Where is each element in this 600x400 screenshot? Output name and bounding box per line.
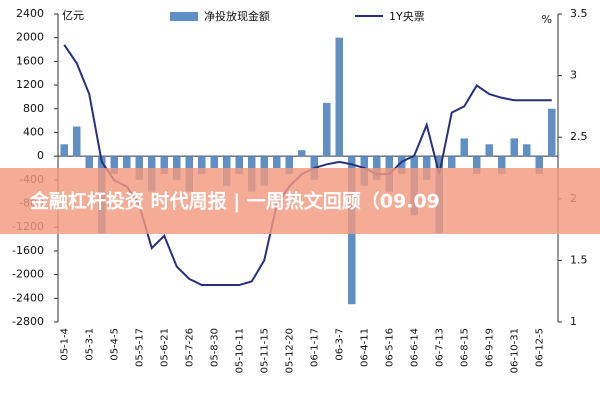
y2-tick-label: 3.5	[570, 7, 588, 20]
bar	[198, 156, 206, 174]
x-tick-label: 06-1-17	[309, 328, 320, 367]
x-tick-label: 06-10-31	[509, 328, 520, 373]
x-tick-label: 06-8-15	[459, 328, 470, 367]
bar	[210, 156, 218, 168]
x-tick-label: 06-7-13	[434, 328, 445, 367]
bar	[398, 156, 406, 174]
x-tick-label: 05-8-30	[209, 328, 220, 367]
bar	[273, 156, 281, 168]
x-tick-label: 05-1-4	[59, 328, 70, 361]
y-tick-label: 800	[23, 102, 44, 115]
bar	[460, 138, 468, 157]
banner-text: 金融杠杆投资 时代周报 | 一周热文回顾（09.09	[29, 190, 440, 213]
x-tick-label: 06-12-5	[534, 328, 545, 367]
bar	[485, 144, 493, 157]
bar	[335, 37, 343, 157]
y-tick-label: 400	[23, 125, 44, 138]
x-tick-label: 05-6-21	[159, 328, 170, 367]
y2-tick-label: 1.5	[570, 253, 588, 266]
bar	[160, 156, 168, 174]
legend-swatch	[170, 12, 198, 21]
bar	[298, 150, 306, 157]
x-tick-label: 06-4-11	[359, 328, 370, 367]
y-tick-label: 0	[37, 149, 44, 162]
y-tick-label: -2400	[12, 291, 44, 304]
right-unit: %	[542, 13, 552, 26]
x-tick-label: 05-10-11	[234, 328, 245, 373]
y-tick-label: 1200	[16, 78, 44, 91]
bar	[285, 156, 293, 174]
x-tick-label: 05-4-5	[109, 328, 120, 361]
bar	[523, 144, 531, 157]
bar	[498, 156, 506, 174]
x-tick-label: 06-5-16	[384, 328, 395, 367]
bar	[535, 156, 543, 174]
y-tick-label: 2000	[16, 31, 44, 44]
y-tick-label: 2400	[16, 7, 44, 20]
y2-tick-label: 2.5	[570, 130, 588, 143]
bar	[123, 156, 131, 168]
bar	[235, 156, 243, 174]
bar	[323, 102, 331, 157]
y2-tick-label: 1	[570, 315, 577, 328]
x-tick-label: 05-7-26	[184, 328, 195, 367]
x-tick-label: 05-12-20	[284, 328, 295, 373]
bar	[73, 126, 81, 157]
y2-tick-label: 3	[570, 69, 577, 82]
bar	[510, 138, 518, 157]
x-tick-label: 06-9-19	[484, 328, 495, 367]
x-tick-label: 06-3-7	[334, 328, 345, 361]
legend-label: 1Y央票	[389, 10, 425, 23]
legend-label: 净投放现金额	[204, 9, 270, 23]
left-unit: 亿元	[62, 9, 84, 22]
x-tick-label: 06-6-14	[409, 328, 420, 367]
x-tick-label: 05-5-17	[134, 328, 145, 367]
bar	[473, 156, 481, 174]
bar	[85, 156, 93, 168]
bar	[110, 156, 118, 174]
y-tick-label: -1600	[12, 244, 44, 257]
bar	[548, 108, 556, 157]
bar	[448, 156, 456, 168]
banner-bg	[0, 168, 600, 234]
x-tick-label: 05-3-1	[84, 328, 95, 361]
x-tick-label: 05-11-15	[259, 328, 270, 373]
y-tick-label: 1600	[16, 54, 44, 67]
y-tick-label: -2000	[12, 268, 44, 281]
y-tick-label: -2800	[12, 315, 44, 328]
bar	[60, 144, 68, 157]
